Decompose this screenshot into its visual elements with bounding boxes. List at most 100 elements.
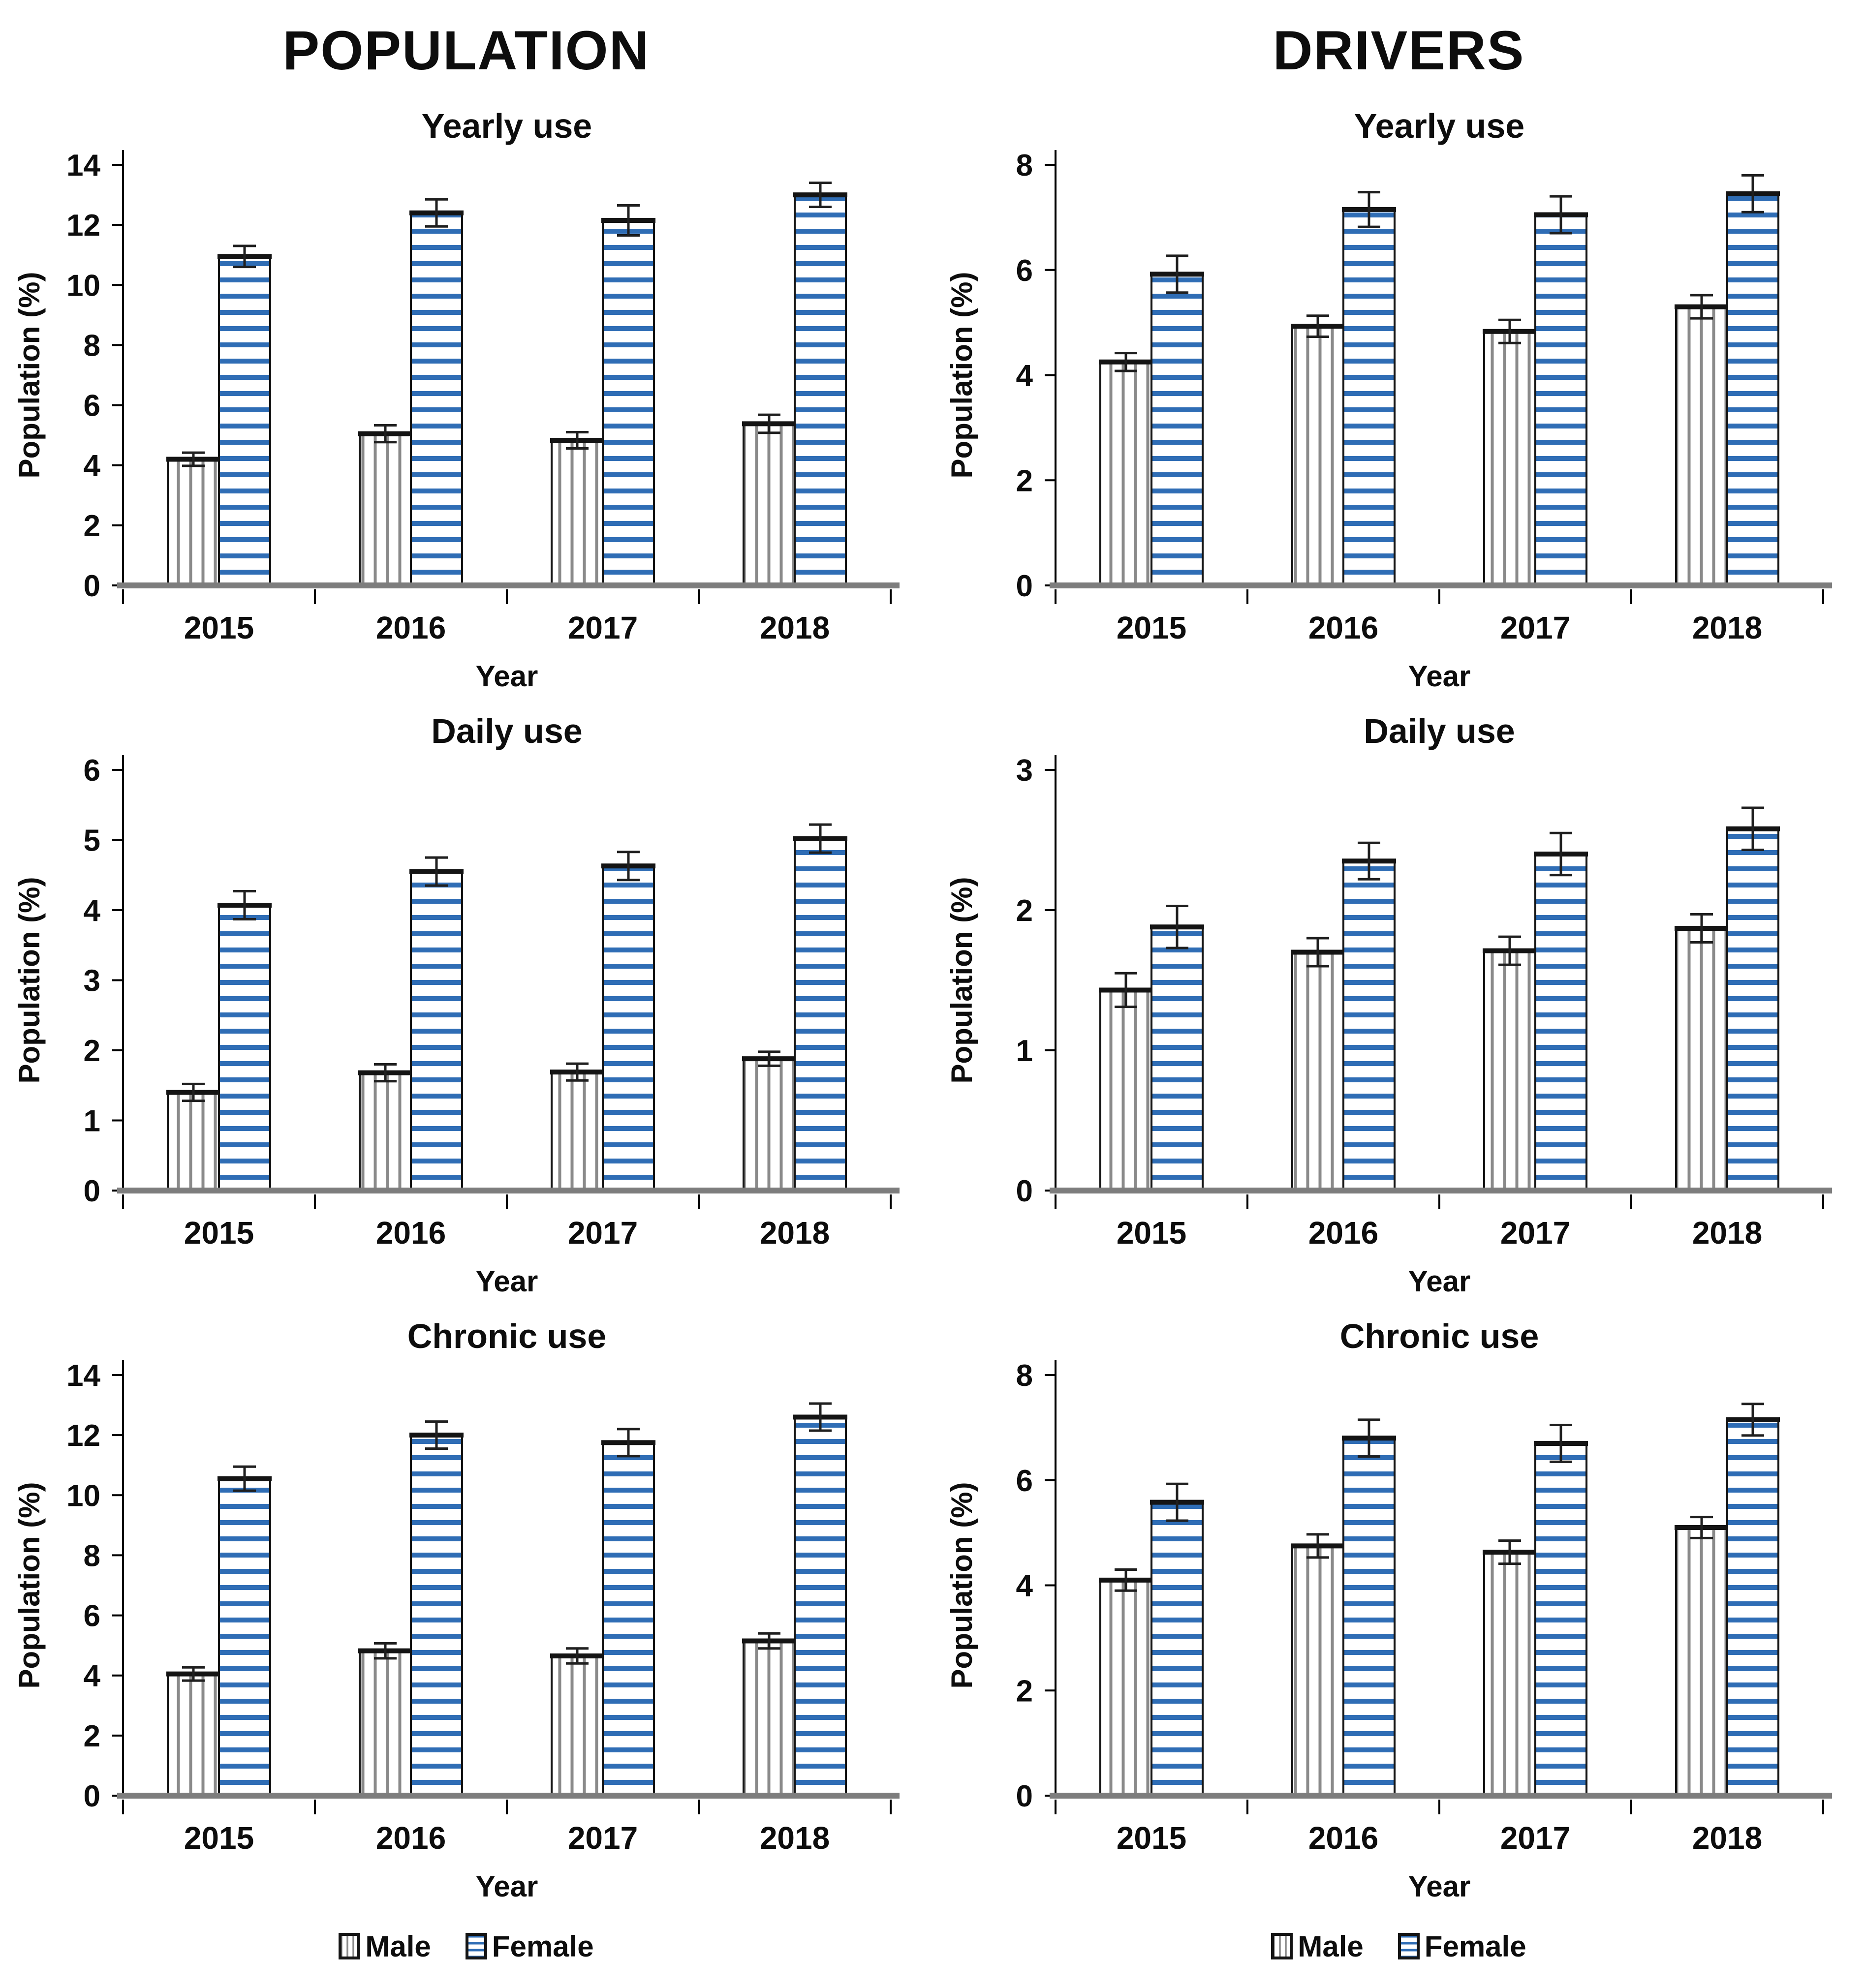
chart-population-chronic: Chronic use 0 2 4 6 8 10 12 14 Population (%) 2015…	[13, 1317, 900, 1903]
bar-male-2017	[1483, 330, 1536, 586]
chart-drivers-daily: Daily use 0 1 2 3 Population (%) 2015 2016 2017 2…	[945, 712, 1832, 1298]
chart-drivers-chronic: Chronic use 0 2 4 6 8 Population (%) 2015 2016 20…	[945, 1317, 1832, 1903]
bar-male-2017	[551, 439, 604, 587]
y-tick-label: 0	[84, 1779, 100, 1813]
x-axis-title: Year	[476, 1870, 538, 1903]
y-tick-label: 6	[84, 389, 100, 423]
chart-population-daily: Daily use 0 1 2 3 4 5 6 Population (%) 2015 2016 20…	[13, 712, 900, 1298]
bar-female-2018	[1726, 192, 1779, 586]
x-axis-title: Year	[476, 1265, 538, 1298]
bar-female-2018	[1726, 827, 1779, 1192]
bar-male-2018	[743, 1640, 796, 1797]
y-tick-label: 0	[1016, 1779, 1033, 1813]
x-tick-label: 2017	[1500, 610, 1570, 645]
bar-male-2017	[551, 1071, 604, 1192]
bar-female-2016	[1342, 860, 1396, 1192]
bar-female-2015	[218, 1477, 271, 1797]
bar-male-2017	[551, 1655, 604, 1797]
bar-female-2015	[1150, 926, 1204, 1192]
y-tick-label: 3	[84, 964, 100, 998]
x-tick-label: 2017	[1500, 1215, 1570, 1251]
legend-label-male: Male	[1298, 1929, 1364, 1963]
column-title-population: POPULATION	[282, 19, 650, 81]
bar-female-2017	[602, 219, 655, 587]
y-tick-label: 14	[66, 1359, 100, 1393]
x-tick-label: 2018	[760, 1820, 830, 1856]
bar-female-2016	[410, 870, 463, 1192]
x-tick-label: 2016	[376, 1215, 446, 1251]
y-tick-label: 0	[84, 1174, 100, 1208]
x-tick-label: 2018	[760, 1215, 830, 1251]
chart-population-yearly: Yearly use 0 2 4 6 8 10 12 14 Population (%) 2015 2…	[13, 107, 900, 693]
bar-female-2015	[1150, 1501, 1204, 1797]
y-axis-title: Population (%)	[13, 877, 46, 1084]
y-tick-label: 10	[66, 269, 100, 303]
y-tick-label: 12	[66, 209, 100, 243]
bar-male-2018	[1675, 306, 1728, 586]
y-tick-label: 4	[84, 449, 101, 483]
bar-male-2015	[1099, 361, 1152, 586]
y-tick-label: 2	[84, 1034, 100, 1068]
y-tick-label: 0	[84, 569, 100, 603]
bar-male-2018	[743, 1058, 796, 1192]
chart-title: Daily use	[431, 712, 582, 750]
x-tick-label: 2016	[376, 1820, 446, 1856]
x-tick-label: 2017	[568, 1215, 638, 1251]
y-tick-label: 6	[84, 1599, 100, 1633]
bar-female-2017	[1534, 853, 1587, 1192]
x-tick-label: 2018	[1692, 1215, 1762, 1251]
bar-male-2018	[1675, 1526, 1728, 1797]
y-tick-label: 8	[84, 329, 100, 363]
x-tick-label: 2017	[1500, 1820, 1570, 1856]
y-tick-label: 12	[66, 1419, 100, 1453]
bar-male-2017	[1483, 1551, 1536, 1797]
x-tick-label: 2016	[376, 610, 446, 645]
column-population: POPULATION Yearly use 0 2 4 6 8 10 12 14 Populati…	[0, 7, 932, 1981]
y-tick-label: 6	[84, 754, 100, 788]
x-tick-label: 2017	[568, 1820, 638, 1856]
legend-population: Male Female	[339, 1912, 594, 1981]
y-tick-label: 8	[1016, 1359, 1033, 1393]
bar-female-2015	[218, 904, 271, 1192]
chart-title: Chronic use	[407, 1317, 607, 1355]
y-axis-title: Population (%)	[945, 272, 978, 479]
y-tick-label: 2	[84, 509, 100, 543]
y-tick-label: 4	[1016, 359, 1033, 393]
x-tick-label: 2016	[1308, 1215, 1378, 1251]
y-tick-label: 2	[84, 1719, 100, 1753]
chart-title: Yearly use	[1354, 107, 1524, 145]
bar-male-2015	[167, 1091, 220, 1192]
y-tick-label: 1	[84, 1104, 100, 1138]
bar-male-2015	[167, 458, 220, 586]
chart-title: Daily use	[1364, 712, 1515, 750]
legend-item-male: Male	[1271, 1929, 1364, 1963]
legend-item-female: Female	[1398, 1929, 1526, 1963]
chart-title: Yearly use	[422, 107, 592, 145]
x-tick-label: 2018	[760, 610, 830, 645]
legend-label-female: Female	[492, 1929, 594, 1963]
y-axis-title: Population (%)	[13, 1482, 46, 1689]
y-axis-title: Population (%)	[945, 1482, 978, 1689]
y-tick-label: 8	[84, 1539, 100, 1573]
x-tick-label: 2017	[568, 610, 638, 645]
bar-female-2016	[1342, 208, 1396, 586]
bar-female-2018	[794, 1416, 847, 1797]
y-tick-label: 0	[1016, 569, 1033, 603]
y-tick-label: 0	[1016, 1174, 1033, 1208]
y-tick-label: 4	[1016, 1569, 1033, 1603]
legend-item-female: Female	[465, 1929, 594, 1963]
legend-label-male: Male	[365, 1929, 431, 1963]
bar-female-2016	[410, 1434, 463, 1797]
x-tick-label: 2016	[1308, 610, 1378, 645]
female-swatch-icon	[1398, 1933, 1420, 1959]
bar-male-2017	[1483, 949, 1536, 1192]
bar-male-2016	[1291, 951, 1344, 1192]
y-tick-label: 4	[84, 894, 101, 928]
y-tick-label: 1	[1016, 1034, 1033, 1068]
bar-female-2017	[602, 1441, 655, 1797]
bar-male-2016	[359, 1071, 412, 1192]
bar-male-2016	[359, 1650, 412, 1797]
legend-item-male: Male	[339, 1929, 431, 1963]
bar-male-2015	[167, 1673, 220, 1797]
